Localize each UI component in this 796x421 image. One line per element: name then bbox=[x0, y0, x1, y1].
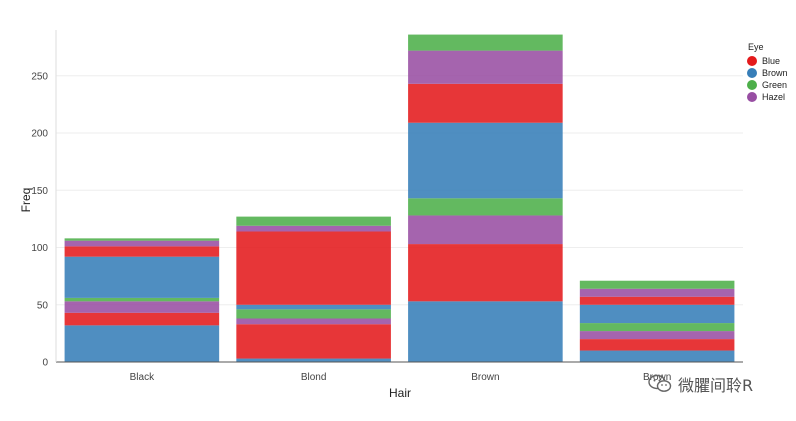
bar-segment-blue bbox=[579, 339, 735, 351]
bar-segment-blue bbox=[579, 296, 735, 305]
bar-segment-brown bbox=[579, 304, 735, 324]
bar-segment-green bbox=[64, 238, 220, 241]
bar-segment-green bbox=[236, 216, 391, 226]
bar-segment-brown bbox=[64, 325, 220, 362]
legend: Eye Blue Brown Green Hazel bbox=[747, 42, 788, 102]
legend-swatch bbox=[747, 56, 757, 66]
bar-segment-blue bbox=[64, 246, 220, 257]
bar-segment-blue bbox=[408, 244, 563, 302]
axes bbox=[55, 30, 743, 363]
watermark-text: 微臞间聆R bbox=[678, 376, 754, 395]
legend-swatch bbox=[747, 92, 757, 102]
x-tick-label: Brown bbox=[643, 372, 671, 383]
wechat-icon bbox=[648, 374, 672, 392]
bar-segment-hazel bbox=[236, 225, 391, 232]
bar-segment-hazel bbox=[64, 301, 220, 313]
y-tick-label: 100 bbox=[31, 243, 48, 254]
bar-segment-brown bbox=[408, 301, 563, 362]
x-tick-label: Blond bbox=[301, 372, 327, 383]
bar-segment-green bbox=[579, 323, 735, 332]
bar-segment-hazel bbox=[236, 318, 391, 325]
legend-swatch bbox=[747, 68, 757, 78]
legend-swatch bbox=[747, 80, 757, 90]
bar-segment-blue bbox=[236, 324, 391, 359]
y-tick-labels: 0 50 100 150 200 250 bbox=[31, 71, 48, 368]
bar-segment-brown bbox=[408, 122, 563, 199]
bar-segment-hazel bbox=[579, 331, 735, 340]
bar-segment-green bbox=[408, 34, 563, 51]
x-axis-title: Hair bbox=[389, 386, 411, 400]
bar-segment-hazel bbox=[408, 215, 563, 245]
y-axis-title: Freq bbox=[19, 188, 33, 213]
y-tick-label: 0 bbox=[42, 358, 48, 369]
x-tick-labels: Black Blond Brown Brown bbox=[130, 372, 672, 383]
bar-segment-green bbox=[236, 309, 391, 319]
bar-segment-green bbox=[408, 198, 563, 216]
legend-label: Hazel bbox=[762, 92, 785, 102]
y-tick-label: 50 bbox=[37, 300, 49, 311]
bar-stack bbox=[64, 238, 220, 362]
legend-label: Blue bbox=[762, 56, 780, 66]
bar-stack bbox=[236, 216, 391, 362]
bar-stack bbox=[579, 280, 735, 362]
bar-segment-green bbox=[64, 297, 220, 302]
y-tick-label: 200 bbox=[31, 129, 48, 140]
bar-segment-brown bbox=[579, 350, 735, 362]
bar-segment-hazel bbox=[579, 288, 735, 297]
bars bbox=[64, 34, 735, 362]
bar-stack bbox=[408, 34, 563, 362]
y-tick-label: 150 bbox=[31, 186, 48, 197]
bar-segment-brown bbox=[64, 256, 220, 298]
bar-segment-brown bbox=[236, 304, 391, 310]
bar-segment-hazel bbox=[64, 240, 220, 247]
legend-title: Eye bbox=[748, 42, 764, 52]
bar-segment-hazel bbox=[408, 50, 563, 84]
bar-segment-green bbox=[579, 280, 735, 289]
bar-segment-blue bbox=[236, 231, 391, 305]
bar-segment-blue bbox=[64, 312, 220, 326]
x-tick-label: Brown bbox=[471, 372, 499, 383]
bar-segment-blue bbox=[408, 83, 563, 123]
bar-segment-brown bbox=[236, 358, 391, 362]
y-tick-label: 250 bbox=[31, 71, 48, 82]
legend-label: Brown bbox=[762, 68, 788, 78]
legend-label: Green bbox=[762, 80, 787, 90]
watermark: 微臞间聆R bbox=[648, 372, 753, 396]
x-tick-label: Black bbox=[130, 372, 155, 383]
